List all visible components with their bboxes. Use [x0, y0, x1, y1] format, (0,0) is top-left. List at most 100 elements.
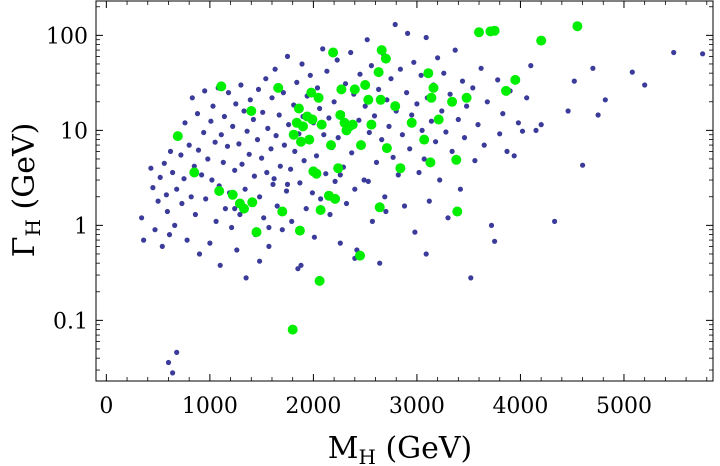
blue-point — [331, 99, 337, 105]
y-axis-ticks: 0.1 1 10 100 — [46, 6, 713, 371]
blue-point — [274, 203, 280, 209]
green-point — [277, 206, 288, 217]
green-point — [355, 250, 365, 261]
green-point — [536, 35, 547, 46]
green-point — [419, 134, 430, 145]
green-point — [313, 92, 324, 103]
green-point — [356, 140, 366, 151]
blue-point — [309, 190, 315, 196]
blue-point — [297, 180, 303, 186]
blue-point — [241, 108, 247, 114]
blue-point — [201, 129, 207, 136]
green-point — [433, 114, 444, 125]
blue-point — [203, 196, 209, 202]
blue-point — [343, 200, 350, 207]
blue-point — [376, 86, 382, 92]
green-point — [227, 189, 238, 200]
blue-point — [481, 142, 487, 148]
blue-point — [395, 172, 401, 178]
blue-point — [254, 137, 261, 143]
y-axis-title-main: Γ — [7, 236, 42, 257]
blue-point — [475, 122, 481, 128]
blue-point — [286, 122, 292, 128]
blue-point — [426, 198, 432, 204]
blue-point — [500, 111, 506, 117]
blue-point — [565, 108, 571, 114]
blue-point — [642, 82, 648, 88]
blue-point — [348, 49, 354, 56]
blue-point — [191, 163, 197, 169]
green-point — [474, 27, 484, 38]
blue-point — [242, 186, 248, 192]
blue-point — [238, 82, 244, 88]
blue-point — [299, 61, 305, 67]
blue-point — [321, 132, 327, 138]
blue-point — [165, 359, 172, 366]
blue-point — [326, 115, 332, 121]
green-point — [239, 203, 249, 214]
blue-point — [159, 243, 165, 249]
blue-point — [170, 169, 176, 176]
blue-point — [379, 137, 385, 143]
blue-point — [237, 211, 243, 218]
blue-point — [373, 159, 380, 165]
blue-point — [217, 262, 223, 268]
blue-point — [447, 91, 453, 97]
blue-point — [269, 95, 275, 101]
blue-point — [292, 148, 298, 154]
green-point — [287, 324, 298, 335]
blue-point — [259, 155, 265, 161]
y-axis-title-sub: H — [21, 219, 45, 236]
blue-point — [229, 224, 235, 231]
green-point — [360, 80, 371, 90]
x-tick-label: 5000 — [596, 394, 652, 419]
green-point — [395, 163, 406, 174]
blue-point — [194, 111, 201, 117]
green-point — [333, 163, 344, 174]
blue-point — [533, 127, 539, 133]
blue-point — [423, 34, 429, 41]
blue-point — [364, 37, 370, 43]
green-point — [298, 121, 308, 132]
blue-point — [283, 188, 290, 194]
y-tick-label: 100 — [46, 24, 88, 49]
blue-point — [334, 57, 340, 63]
blue-point — [383, 208, 389, 215]
blue-point — [327, 211, 333, 218]
blue-point — [230, 123, 236, 129]
blue-point — [161, 160, 167, 166]
blue-point — [152, 227, 158, 233]
blue-point — [407, 146, 413, 152]
blue-point — [255, 86, 262, 92]
blue-point — [178, 152, 184, 158]
blue-point — [595, 112, 601, 118]
blue-point — [441, 70, 447, 76]
blue-point — [384, 97, 390, 103]
blue-point — [421, 156, 427, 162]
blue-point — [210, 103, 216, 109]
green-point — [390, 101, 401, 112]
blue-point — [266, 243, 272, 249]
blue-point — [318, 196, 324, 202]
blue-point — [218, 132, 224, 138]
blue-point — [320, 46, 326, 52]
blue-point — [167, 148, 174, 154]
blue-point — [141, 237, 147, 243]
blue-point — [251, 173, 257, 179]
blue-point — [213, 218, 219, 224]
green-point — [246, 106, 257, 116]
blue-point — [515, 120, 522, 126]
blue-point — [295, 266, 301, 272]
blue-point — [470, 85, 476, 91]
blue-point — [273, 133, 279, 139]
blue-point — [386, 123, 392, 129]
blue-point — [232, 206, 238, 212]
blue-point — [260, 109, 266, 115]
blue-point — [492, 238, 498, 244]
green-point — [273, 82, 284, 93]
blue-point — [270, 181, 276, 187]
blue-point — [148, 165, 154, 171]
green-point — [501, 85, 511, 96]
green-point — [189, 167, 200, 178]
